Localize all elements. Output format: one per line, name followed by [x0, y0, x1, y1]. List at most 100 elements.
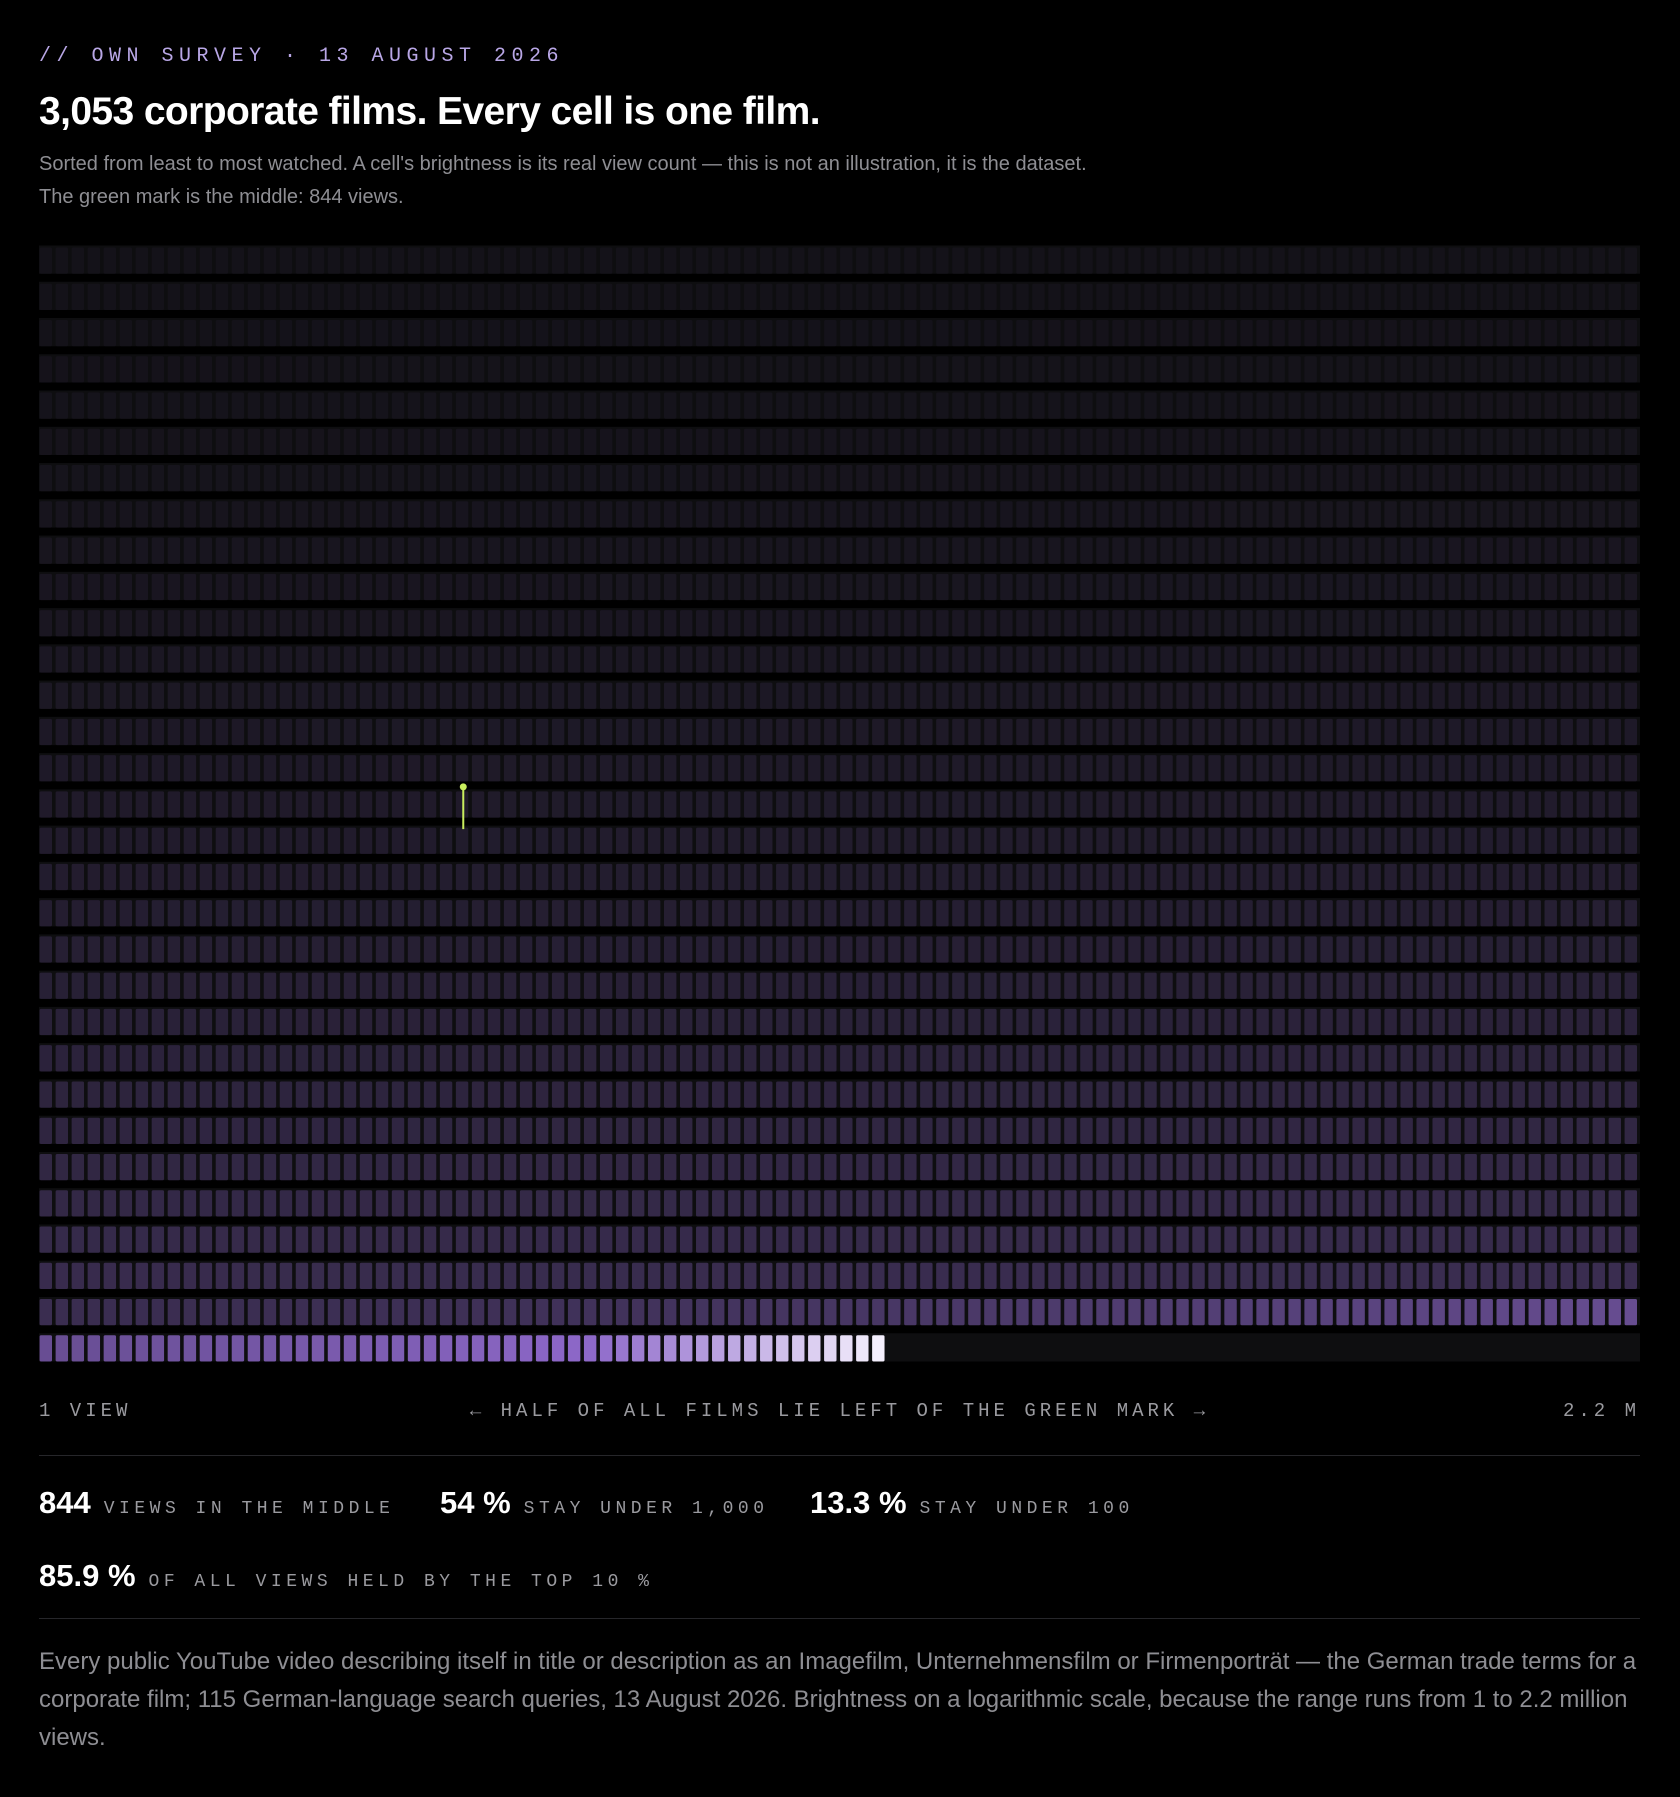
- film-cell: [1576, 392, 1589, 419]
- film-cell: [1144, 1262, 1157, 1289]
- film-cell: [1080, 465, 1093, 492]
- film-cell: [439, 791, 453, 818]
- film-cell: [856, 1298, 869, 1326]
- film-cell: [439, 356, 453, 383]
- film-cell: [279, 718, 293, 746]
- film-cell: [920, 972, 933, 999]
- film-cell: [1000, 320, 1013, 347]
- film-cell: [760, 573, 773, 601]
- film-cell: [1464, 392, 1477, 419]
- film-cell: [824, 573, 837, 601]
- film-cell: [151, 718, 165, 746]
- film-cell: [1496, 863, 1509, 891]
- film-cell: [1128, 718, 1141, 746]
- film-cell: [1288, 755, 1301, 782]
- film-cell: [1224, 1117, 1237, 1144]
- film-cell: [407, 501, 421, 528]
- film-cell: [311, 900, 325, 927]
- film-cell: [1016, 791, 1029, 818]
- film-cell: [1128, 573, 1141, 601]
- film-cell: [151, 755, 165, 782]
- film-cell: [471, 863, 485, 891]
- film-cell: [1464, 827, 1477, 854]
- film-cell: [311, 1008, 325, 1036]
- film-cell: [1160, 573, 1173, 601]
- film-cell: [792, 1262, 805, 1289]
- film-cell: [1048, 247, 1061, 274]
- film-cell: [1192, 247, 1205, 274]
- film-cell: [1176, 1153, 1189, 1181]
- film-cell: [936, 1008, 949, 1036]
- film-cell: [1528, 537, 1541, 564]
- film-cell: [1000, 1081, 1013, 1108]
- film-cell: [840, 755, 853, 782]
- stat-label: stay under 1,000: [523, 1499, 769, 1519]
- film-cell: [343, 283, 357, 311]
- film-cell: [663, 1117, 677, 1144]
- film-cell: [1560, 537, 1573, 564]
- film-cell: [487, 392, 501, 419]
- film-cell: [199, 1335, 213, 1362]
- film-cell: [1256, 428, 1269, 456]
- film-cell: [567, 936, 581, 963]
- film-cell: [888, 428, 901, 456]
- film-cell: [183, 1190, 197, 1217]
- film-cell: [1160, 972, 1173, 999]
- film-cell: [119, 1262, 133, 1289]
- film-cell: [904, 428, 917, 456]
- film-cell: [551, 392, 565, 419]
- film-cell: [1624, 283, 1637, 311]
- film-cell: [647, 1008, 661, 1036]
- film-cell: [1064, 1081, 1077, 1108]
- film-cell: [503, 682, 517, 709]
- film-cell: [1496, 1298, 1509, 1326]
- film-cell: [55, 501, 69, 528]
- film-cell: [1384, 1298, 1397, 1326]
- film-cell: [487, 972, 501, 999]
- film-cell: [1144, 718, 1157, 746]
- film-cell: [1016, 1081, 1029, 1108]
- film-cell: [1432, 392, 1445, 419]
- film-cell: [1048, 1045, 1061, 1072]
- film-cell: [696, 320, 709, 347]
- film-cell: [135, 1298, 149, 1326]
- film-cell: [728, 900, 741, 927]
- film-cell: [1384, 610, 1397, 637]
- film-cell: [1352, 392, 1365, 419]
- film-cell: [487, 610, 501, 637]
- film-cell: [1176, 972, 1189, 999]
- film-cell: [375, 1226, 389, 1253]
- film-cell: [1448, 1262, 1461, 1289]
- film-cell: [872, 1008, 885, 1036]
- film-cell: [1128, 247, 1141, 274]
- film-cell: [1544, 465, 1557, 492]
- film-cell: [1128, 465, 1141, 492]
- film-cell: [1512, 1081, 1525, 1108]
- film-cell: [215, 827, 229, 854]
- film-cell: [519, 1153, 533, 1181]
- film-cell: [1528, 283, 1541, 311]
- film-cell: [519, 863, 533, 891]
- film-cell: [776, 646, 789, 673]
- film-cell: [167, 356, 181, 383]
- film-cell: [744, 791, 757, 818]
- film-cell: [1400, 755, 1413, 782]
- film-cell: [1528, 247, 1541, 274]
- film-cell: [680, 1190, 693, 1217]
- film-cell: [1560, 320, 1573, 347]
- grid-row-background: [39, 934, 1640, 963]
- film-cell: [423, 646, 437, 673]
- film-cell: [183, 936, 197, 963]
- film-cell: [1240, 283, 1253, 311]
- film-cell: [279, 1335, 293, 1362]
- film-cell: [840, 1153, 853, 1181]
- film-cell: [1080, 392, 1093, 419]
- film-cell: [119, 936, 133, 963]
- film-cell: [119, 863, 133, 891]
- film-cell: [567, 247, 581, 274]
- film-cell: [1176, 755, 1189, 782]
- film-cell: [423, 356, 437, 383]
- film-cell: [936, 755, 949, 782]
- film-cell: [1048, 718, 1061, 746]
- film-cell: [712, 1262, 725, 1289]
